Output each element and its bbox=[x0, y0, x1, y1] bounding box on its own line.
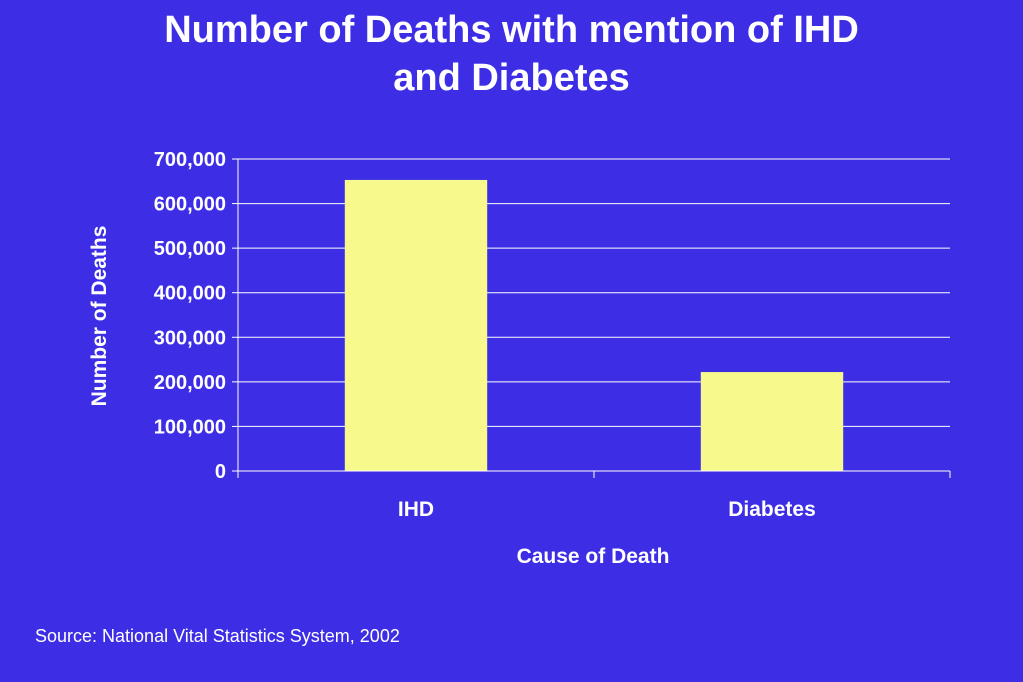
x-tick-label: Diabetes bbox=[728, 498, 816, 521]
axes bbox=[232, 158, 951, 478]
labels: 0 100,000 200,000 300,000 400,000 500,000 600,… bbox=[154, 149, 816, 521]
source-note: Source: National Vital Statistics System… bbox=[35, 626, 400, 646]
y-axis-title: Number of Deaths bbox=[88, 226, 111, 407]
x-axis-title: Cause of Death bbox=[517, 545, 670, 568]
y-tick-label: 200,000 bbox=[154, 372, 226, 394]
bars bbox=[344, 179, 844, 471]
slide-title: Number of Deaths with mention of IHD and… bbox=[0, 6, 1023, 102]
y-tick-label: 100,000 bbox=[154, 416, 226, 438]
title-line-2: and Diabetes bbox=[393, 57, 630, 99]
y-tick-label: 500,000 bbox=[154, 238, 226, 260]
y-tick-label: 600,000 bbox=[154, 194, 226, 216]
title-line-1: Number of Deaths with mention of IHD bbox=[164, 9, 859, 51]
bar-diabetes bbox=[700, 372, 844, 471]
y-tick-label: 0 bbox=[215, 461, 226, 483]
y-tick-label: 700,000 bbox=[154, 149, 226, 171]
y-tick-label: 300,000 bbox=[154, 327, 226, 349]
y-tick-label: 400,000 bbox=[154, 283, 226, 305]
bar-ihd bbox=[344, 179, 488, 471]
x-tick-label: IHD bbox=[398, 498, 434, 521]
